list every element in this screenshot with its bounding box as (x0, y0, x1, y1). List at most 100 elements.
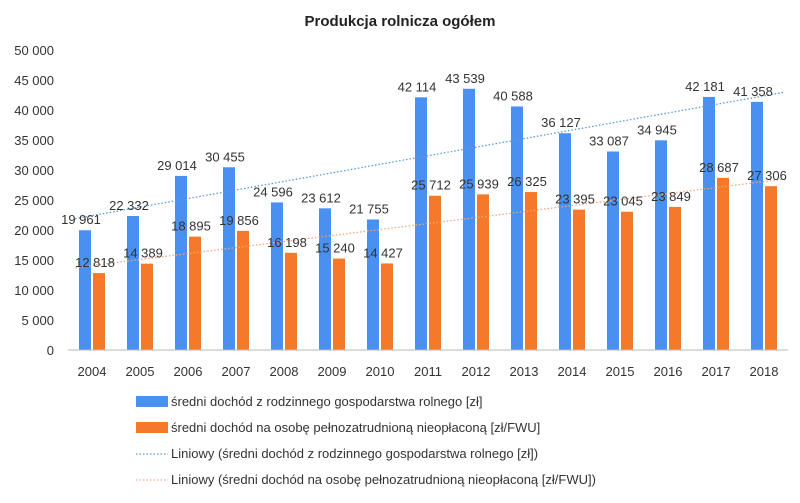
bar-fwu-income (285, 252, 297, 350)
bar-farm-income (79, 230, 91, 350)
bars (79, 88, 777, 351)
data-label: 14 389 (123, 246, 163, 261)
bar-farm-income (415, 97, 427, 350)
bar-fwu-income (189, 236, 201, 350)
legend: średni dochód z rodzinnego gospodarstwa … (136, 394, 596, 487)
data-label: 19 961 (61, 212, 101, 227)
chart-title: Produkcja rolnicza ogółem (305, 13, 496, 30)
data-label: 23 395 (555, 192, 595, 207)
legend-swatch (136, 422, 168, 433)
trendlines (75, 91, 784, 269)
data-label: 23 849 (651, 189, 691, 204)
y-tick-label: 30 000 (14, 163, 54, 178)
x-axis: 2004 2005 2006 2007 2008 2009 2010 2011 2012 2013… (68, 349, 788, 379)
y-tick-label: 0 (47, 343, 54, 358)
bar-fwu-income (573, 209, 585, 350)
bar-farm-income (271, 202, 283, 350)
legend-swatch (136, 396, 168, 407)
bar-farm-income (559, 133, 571, 350)
y-tick-label: 15 000 (14, 253, 54, 268)
y-tick-label: 20 000 (14, 223, 54, 238)
bar-farm-income (511, 106, 523, 350)
bar-farm-income (175, 175, 187, 350)
data-label: 41 358 (733, 84, 773, 99)
bar-farm-income (751, 101, 763, 351)
bar-fwu-income (429, 195, 441, 350)
data-label: 12 818 (75, 255, 115, 270)
bar-farm-income (463, 88, 475, 351)
x-tick-label: 2009 (318, 364, 347, 379)
x-tick-label: 2014 (558, 364, 587, 379)
x-tick-label: 2010 (366, 364, 395, 379)
bar-farm-income (319, 208, 331, 350)
data-label: 23 612 (301, 190, 341, 205)
x-tick-label: 2015 (606, 364, 635, 379)
trendline (75, 91, 784, 220)
data-label: 42 181 (685, 79, 725, 94)
bar-fwu-income (621, 211, 633, 350)
data-label: 24 596 (253, 184, 293, 199)
data-label: 33 087 (589, 133, 629, 148)
bar-farm-income (127, 216, 139, 350)
x-tick-label: 2016 (654, 364, 683, 379)
data-label: 23 045 (603, 194, 643, 209)
y-tick-label: 5 000 (21, 313, 54, 328)
bar-fwu-income (93, 273, 105, 350)
bar-fwu-income (141, 263, 153, 350)
x-tick-label: 2004 (78, 364, 107, 379)
legend-label: średni dochód z rodzinnego gospodarstwa … (171, 394, 482, 409)
data-label: 28 687 (699, 160, 739, 175)
y-tick-label: 45 000 (14, 73, 54, 88)
bar-fwu-income (765, 186, 777, 350)
y-tick-label: 35 000 (14, 133, 54, 148)
bar-fwu-income (717, 177, 729, 350)
x-tick-label: 2017 (702, 364, 731, 379)
data-label: 43 539 (445, 71, 485, 86)
y-tick-label: 10 000 (14, 283, 54, 298)
y-tick-label: 25 000 (14, 193, 54, 208)
data-label: 25 939 (459, 176, 499, 191)
data-label: 42 114 (398, 79, 437, 94)
x-tick-label: 2012 (462, 364, 491, 379)
bar-farm-income (703, 96, 715, 350)
bar-fwu-income (525, 192, 537, 350)
bar-farm-income (655, 140, 667, 350)
data-label: 36 127 (541, 115, 581, 130)
data-label: 30 455 (205, 149, 245, 164)
data-label: 18 895 (171, 219, 211, 234)
data-label: 15 240 (315, 241, 355, 256)
bar-fwu-income (237, 230, 249, 350)
data-label: 22 332 (109, 198, 149, 213)
x-tick-label: 2013 (510, 364, 539, 379)
data-label: 26 325 (507, 174, 547, 189)
data-label: 29 014 (157, 158, 197, 173)
x-tick-label: 2007 (222, 364, 251, 379)
legend-label: Liniowy (średni dochód na osobę pełnozat… (171, 472, 596, 487)
data-label: 27 306 (747, 168, 787, 183)
y-tick-label: 40 000 (14, 103, 54, 118)
bar-fwu-income (333, 258, 345, 350)
data-label: 14 427 (363, 245, 403, 260)
x-tick-label: 2006 (174, 364, 203, 379)
data-labels: 19 961 22 332 29 014 30 455 24 596 23 612 21 7… (61, 71, 787, 270)
data-label: 25 712 (411, 178, 451, 193)
x-tick-label: 2018 (750, 364, 779, 379)
x-tick-label: 2008 (270, 364, 299, 379)
data-label: 34 945 (637, 122, 677, 137)
legend-label: średni dochód na osobę pełnozatrudnioną … (171, 420, 540, 435)
bar-farm-income (367, 219, 379, 350)
data-label: 40 588 (493, 88, 533, 103)
x-tick-label: 2005 (126, 364, 155, 379)
bar-fwu-income (381, 263, 393, 350)
bar-fwu-income (477, 194, 489, 350)
y-tick-label: 50 000 (14, 43, 54, 58)
y-axis: 0 5 000 10 000 15 000 20 000 25 000 30 000 35 0… (14, 43, 54, 358)
data-label: 21 755 (349, 201, 389, 216)
data-label: 16 198 (267, 235, 307, 250)
bar-fwu-income (669, 206, 681, 350)
legend-label: Liniowy (średni dochód z rodzinnego gosp… (171, 446, 538, 461)
x-tick-label: 2011 (414, 364, 442, 379)
data-label: 19 856 (219, 213, 259, 228)
bar-farm-income (607, 151, 619, 350)
